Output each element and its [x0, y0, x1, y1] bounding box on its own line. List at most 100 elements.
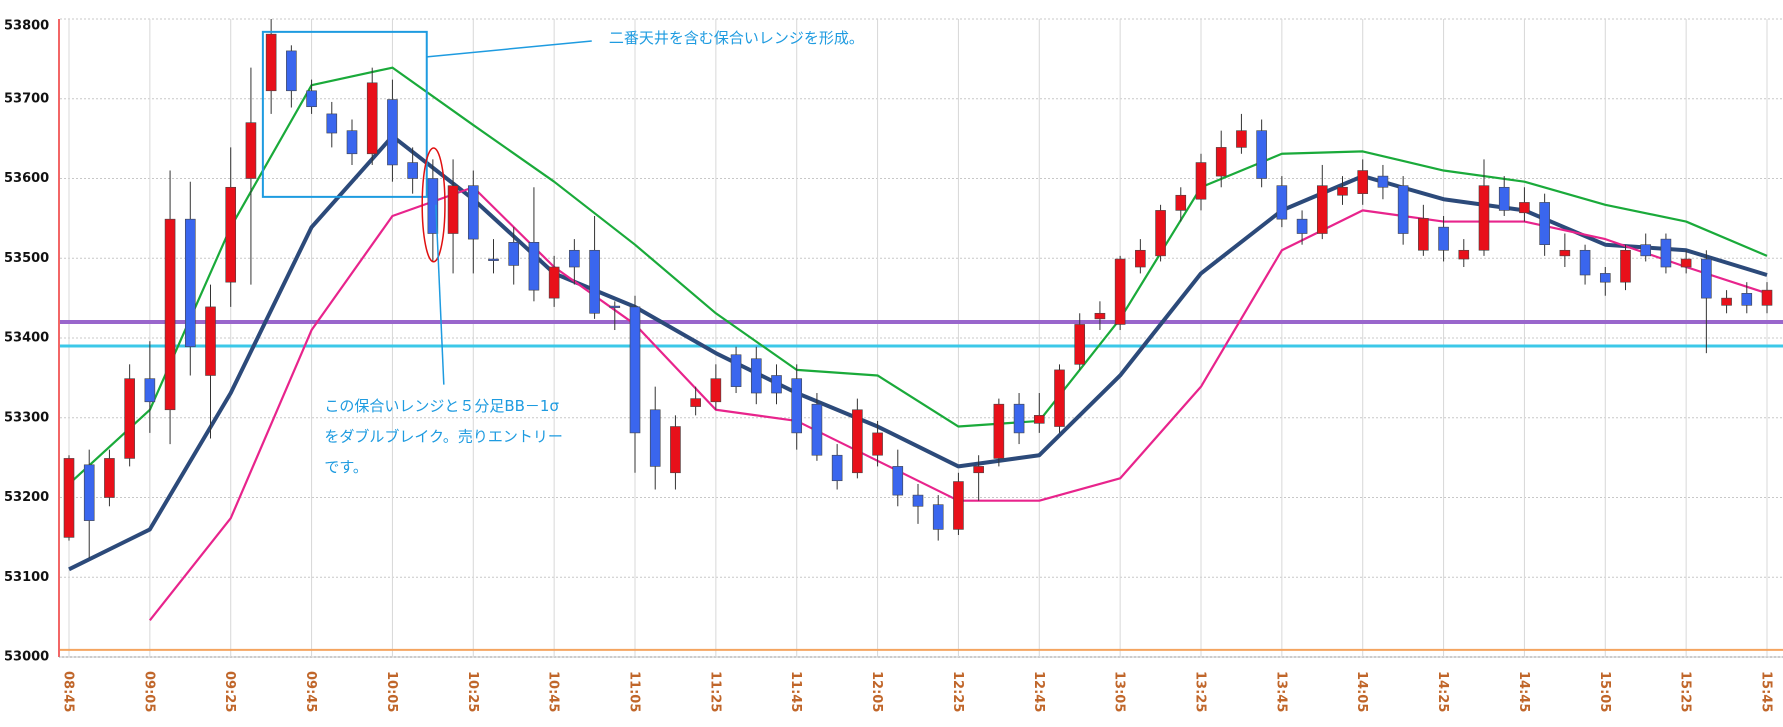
candle-body — [1559, 249, 1571, 257]
candle-body — [225, 186, 237, 283]
callout — [426, 40, 592, 58]
candle-body — [1579, 249, 1591, 276]
candle-body — [366, 82, 378, 155]
candle-body — [1721, 297, 1732, 306]
candle-body — [1478, 185, 1490, 251]
candle-body — [993, 403, 1005, 459]
x-tick-label: 15:45 — [1759, 671, 1774, 712]
annotation: をダブルブレイク。売りエントリー — [324, 427, 563, 445]
candle-body — [1640, 244, 1652, 257]
y-tick-label: 53600 — [4, 171, 49, 186]
candle-body — [1135, 249, 1146, 268]
candle-body — [1377, 175, 1389, 188]
candle-body — [124, 378, 135, 459]
candle-body — [852, 409, 863, 474]
candle-body — [306, 90, 317, 108]
candle-body — [1660, 238, 1672, 268]
candle-body — [1316, 185, 1328, 234]
y-tick-label: 53000 — [4, 650, 49, 665]
y-tick-label: 53700 — [4, 91, 49, 106]
candle-body — [548, 266, 560, 299]
candle-body — [83, 464, 95, 521]
candle-body — [1114, 258, 1126, 325]
candle-body — [609, 305, 621, 308]
candle-body — [1620, 249, 1631, 283]
y-tick-label: 53100 — [4, 570, 49, 585]
x-tick-label: 12:05 — [869, 671, 884, 712]
y-tick-label: 53200 — [4, 490, 49, 505]
y-tick-label: 53800 — [4, 19, 49, 34]
annotation: です。 — [324, 458, 368, 476]
candle-body — [508, 242, 520, 266]
x-tick-label: 14:05 — [1354, 671, 1369, 712]
candle-body — [104, 458, 115, 498]
x-tick-label: 10:45 — [546, 671, 561, 712]
x-tick-label: 10:25 — [465, 671, 480, 712]
candle-body — [831, 454, 843, 482]
candle-body — [1236, 130, 1247, 148]
x-tick-label: 15:05 — [1597, 671, 1612, 712]
y-tick-label: 53300 — [4, 410, 49, 425]
y-tick-label: 53400 — [4, 331, 49, 346]
candle-body — [407, 162, 418, 179]
candle-body — [771, 375, 782, 394]
x-tick-label: 13:45 — [1273, 671, 1288, 712]
candle-body — [1458, 249, 1470, 260]
candle-body — [912, 494, 924, 507]
callout — [435, 204, 445, 385]
candle-body — [245, 122, 257, 179]
candle-body — [1054, 369, 1065, 427]
x-tick-label: 09:05 — [141, 671, 156, 712]
candle-body — [690, 398, 701, 407]
candle-body — [1701, 258, 1712, 299]
candle-body — [467, 185, 479, 240]
candle-body — [1741, 293, 1753, 306]
annotation: 二番天井を含む保合いレンジを形成。 — [609, 29, 864, 47]
x-tick-label: 09:25 — [222, 671, 237, 712]
candle-body — [1276, 185, 1288, 220]
candle-body — [1215, 147, 1227, 177]
candle-body — [649, 409, 661, 467]
candle-body — [730, 354, 742, 387]
candle-body — [528, 242, 540, 291]
candle-body — [710, 378, 722, 403]
x-tick-label: 11:05 — [627, 671, 642, 712]
x-tick-label: 12:45 — [1031, 671, 1046, 712]
candle-body — [1155, 210, 1166, 257]
x-tick-label: 13:05 — [1112, 671, 1127, 712]
candle-body — [387, 99, 398, 166]
candle-body — [184, 218, 196, 348]
candle-body — [1539, 202, 1550, 245]
annotation: この保合いレンジと５分足BB－1σ — [324, 397, 559, 415]
candle-body — [1357, 170, 1369, 194]
candle-body — [670, 426, 681, 474]
x-tick-label: 10:05 — [384, 671, 399, 712]
candle-body — [1033, 415, 1045, 424]
candle-body — [427, 178, 439, 234]
x-tick-label: 12:25 — [950, 671, 965, 712]
x-tick-label: 14:45 — [1516, 671, 1531, 712]
candle-body — [144, 378, 156, 403]
candle-body — [1013, 403, 1025, 434]
x-tick-label: 11:25 — [707, 671, 722, 712]
x-tick-label: 11:45 — [788, 671, 803, 712]
x-tick-label: 15:25 — [1678, 671, 1693, 712]
candle-body — [1094, 312, 1106, 320]
candle-body — [1195, 162, 1207, 200]
candle-body — [447, 185, 459, 234]
candle-body — [205, 306, 216, 376]
candle-body — [1761, 289, 1773, 306]
candle-body — [1418, 218, 1429, 251]
candle-body — [892, 466, 904, 496]
candle-body — [932, 504, 944, 530]
candle-body — [1256, 130, 1267, 179]
candle-body — [629, 306, 641, 434]
candle-body — [589, 249, 600, 314]
candle-body — [569, 249, 580, 268]
candle-body — [488, 258, 499, 261]
candle-body — [1074, 324, 1086, 365]
candle-body — [872, 432, 883, 456]
candle-body — [1175, 194, 1187, 211]
